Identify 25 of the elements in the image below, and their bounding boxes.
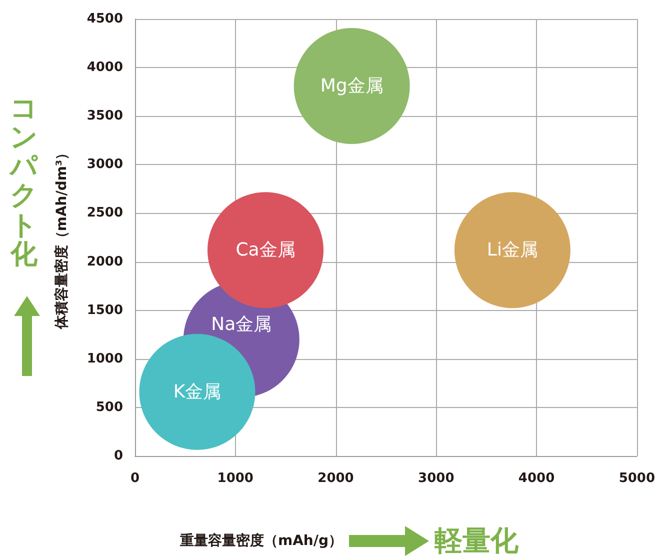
y-tick-label: 4000: [86, 60, 123, 76]
series-label: Mg金属: [320, 76, 384, 97]
x-tick-label: 2000: [318, 471, 354, 486]
y-tick-label: 0: [114, 448, 123, 464]
text: コンパクト化: [10, 93, 38, 270]
y-tick-label: 2500: [86, 206, 123, 221]
y-tick-label: 3500: [86, 108, 123, 124]
y-tick-label: 1000: [86, 351, 123, 366]
series-label: K金属: [173, 381, 222, 402]
y-tick-label: 2000: [86, 254, 123, 270]
text: 軽量化: [434, 523, 519, 556]
x-tick-label: 3000: [418, 471, 454, 486]
series-label: Ca金属: [236, 240, 296, 261]
y-tick-label: 4500: [86, 12, 123, 26]
y-tick-label: 500: [96, 400, 123, 415]
y-axis-title: 体積容量密度（mAh/dm³）: [53, 146, 70, 330]
x-tick-label: 5000: [618, 471, 656, 486]
series-label: Na金属: [211, 314, 272, 335]
x-tick-label: 1000: [217, 471, 254, 486]
x-tick-label: 4000: [518, 471, 555, 486]
y-tick-label: 3000: [86, 157, 123, 172]
x-axis-title: 重量容量密度（mAh/g）: [180, 532, 343, 550]
y-tick-label: 1500: [86, 302, 123, 318]
series-label: Li金属: [486, 240, 538, 261]
x-tick-label: 0: [130, 471, 140, 486]
